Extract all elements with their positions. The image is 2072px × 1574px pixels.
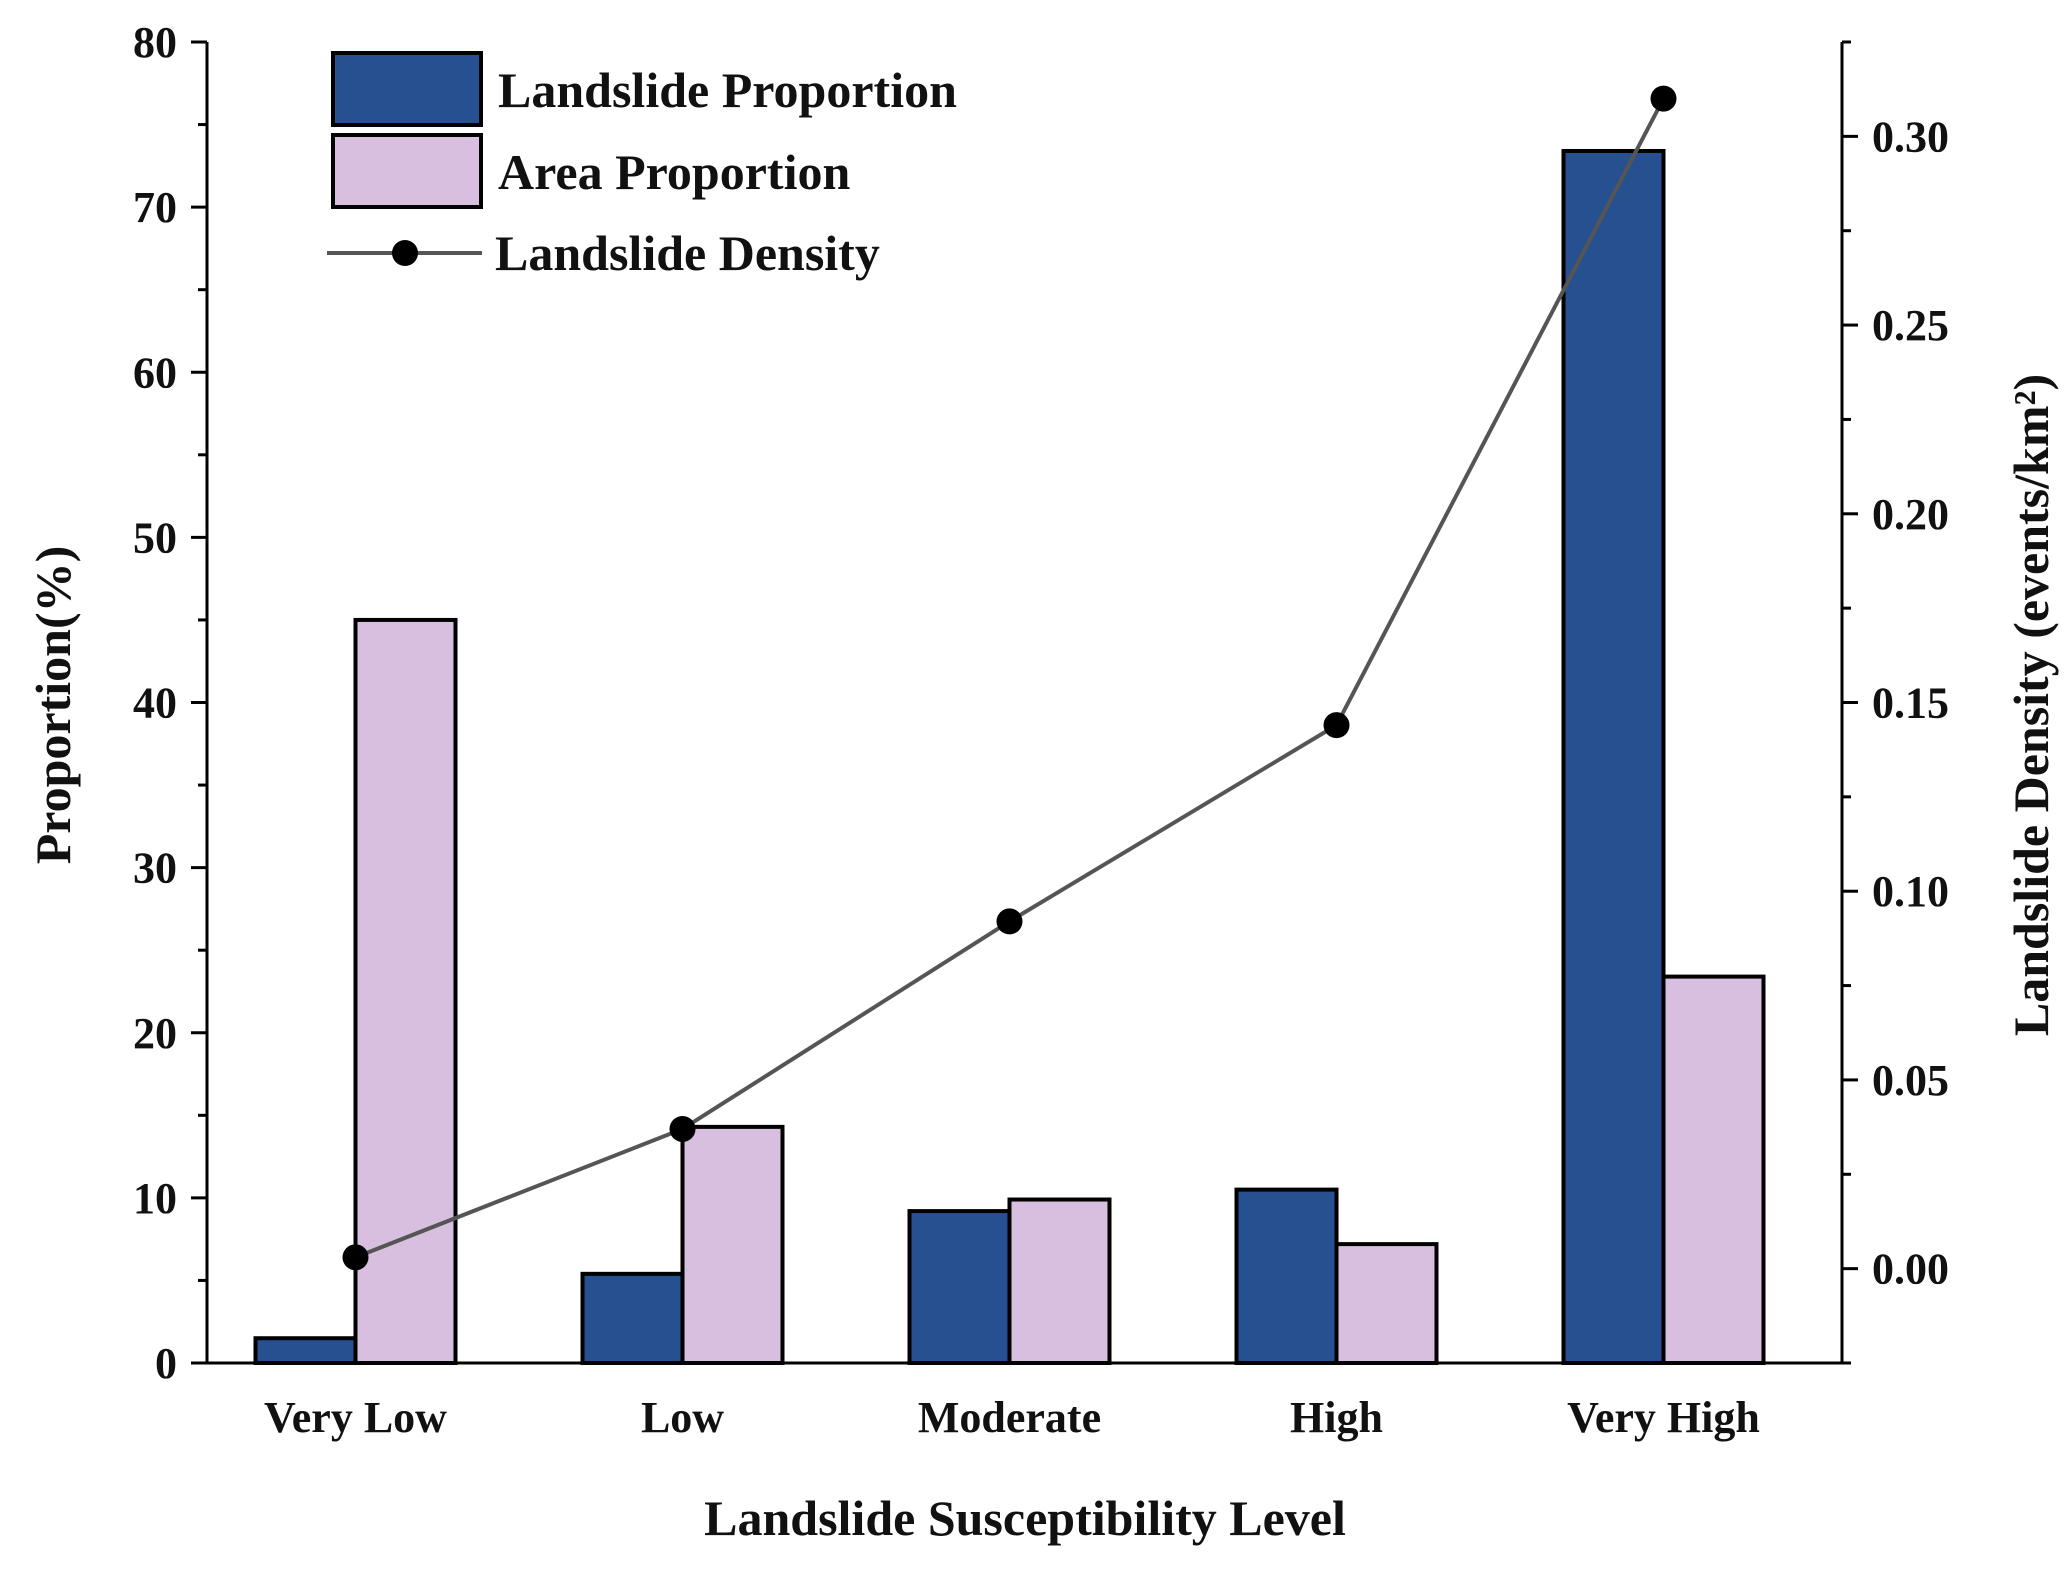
y2-axis-title: Landslide Density (events/km²)	[2003, 374, 2059, 1036]
right-tick-label: 0.15	[1872, 679, 1949, 728]
right-tick-label: 0.05	[1872, 1056, 1949, 1105]
left-tick-label: 60	[133, 348, 177, 397]
x-tick-label-high: High	[1290, 1393, 1383, 1442]
right-tick-label: 0.00	[1872, 1245, 1949, 1294]
x-axis-title: Landslide Susceptibility Level	[704, 1490, 1346, 1546]
bar-landslide-proportion-very-low	[253, 1336, 358, 1365]
left-tick-label: 0	[155, 1339, 177, 1388]
left-tick-label: 80	[133, 18, 177, 67]
legend-label-landslide-density: Landslide Density	[495, 225, 880, 281]
right-tick-label: 0.10	[1872, 867, 1949, 916]
right-axis-ticks: 0.00 0.05 0.10 0.15 0.20 0.25 0.30	[1842, 40, 1949, 1365]
left-tick-label: 40	[133, 679, 177, 728]
point-landslide-density-moderate	[996, 908, 1023, 935]
y-axis-title: Proportion(%)	[25, 546, 81, 864]
left-tick-label: 30	[133, 844, 177, 893]
legend-swatch-area-proportion	[331, 133, 483, 209]
point-landslide-density-very-high	[1650, 85, 1677, 112]
bar-area-proportion-moderate	[1007, 1197, 1112, 1365]
left-tick-label: 50	[133, 513, 177, 562]
x-tick-label-very-low: Very Low	[264, 1393, 447, 1442]
point-landslide-density-low	[669, 1115, 696, 1142]
legend-label-landslide-proportion: Landslide Proportion	[498, 62, 957, 118]
legend-marker-landslide-density	[392, 240, 418, 266]
bar-area-proportion-very-high	[1661, 974, 1766, 1365]
bar-area-proportion-high	[1334, 1242, 1439, 1365]
x-axis-tick-labels: Very Low Low Moderate High Very High	[264, 1393, 1760, 1442]
right-tick-label: 0.20	[1872, 490, 1949, 539]
x-tick-label-low: Low	[641, 1393, 724, 1442]
legend-label-area-proportion: Area Proportion	[498, 144, 850, 200]
bar-landslide-proportion-moderate	[907, 1209, 1012, 1365]
legend-swatch-landslide-proportion	[331, 51, 483, 127]
left-axis-ticks: 0 10 20 30 40 50 60 70 80	[133, 18, 207, 1388]
bars-layer	[253, 148, 1766, 1366]
bar-landslide-proportion-low	[580, 1271, 685, 1366]
right-tick-label: 0.25	[1872, 301, 1949, 350]
x-tick-label-moderate: Moderate	[918, 1393, 1101, 1442]
x-tick-label-very-high: Very High	[1567, 1393, 1760, 1442]
left-tick-label: 10	[133, 1174, 177, 1223]
legend: Landslide Proportion Area Proportion Lan…	[327, 51, 957, 281]
bar-area-proportion-low	[680, 1124, 785, 1365]
density-line-layer	[342, 85, 1677, 1271]
point-landslide-density-high	[1323, 712, 1350, 739]
right-tick-label: 0.30	[1872, 112, 1949, 161]
left-tick-label: 20	[133, 1009, 177, 1058]
bar-landslide-proportion-high	[1234, 1187, 1339, 1366]
left-tick-label: 70	[133, 183, 177, 232]
point-landslide-density-very-low	[342, 1244, 369, 1271]
bar-landslide-proportion-very-high	[1561, 148, 1666, 1365]
